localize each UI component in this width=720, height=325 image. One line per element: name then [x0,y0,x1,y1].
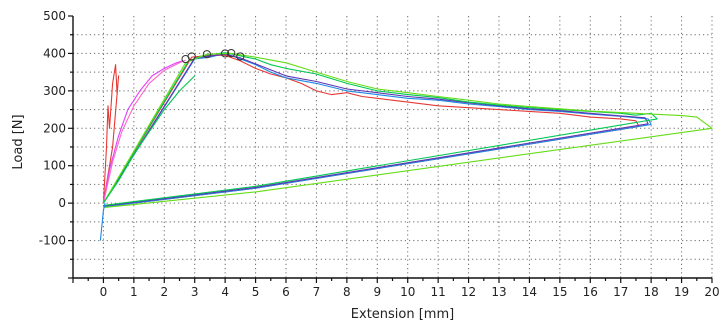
x-tick-label: 8 [343,285,351,299]
x-tick-label: 7 [313,285,321,299]
marker-group [181,48,245,64]
x-tick-label: 17 [613,285,628,299]
series-line-2 [102,60,183,204]
series-line-7 [102,52,658,206]
x-tick-label: 15 [552,285,567,299]
x-tick-label: 9 [373,285,381,299]
series-line-3 [102,59,186,204]
series-line-9 [99,202,106,241]
y-tick-label: 100 [43,159,66,173]
series-line-10 [102,75,196,204]
peak-marker [221,49,230,58]
x-tick-label: 14 [522,285,537,299]
axes [68,15,713,283]
x-tick-label: 11 [431,285,446,299]
grid [73,16,713,278]
series-group [99,52,713,241]
x-tick-label: 20 [704,285,719,299]
y-tick-label: 200 [43,121,66,135]
x-axis-title: Extension [mm] [351,307,454,322]
x-tick-label: 18 [644,285,659,299]
y-tick-label: 500 [43,9,66,23]
peak-marker [187,52,196,61]
y-tick-label: 300 [43,84,66,98]
x-tick-label: 0 [100,285,108,299]
x-tick-label: 3 [191,285,199,299]
x-tick-label: 10 [400,285,415,299]
series-line-6 [102,53,649,207]
y-tick-label: 400 [43,46,66,60]
peak-marker [202,50,211,59]
x-tick-label: 4 [221,285,229,299]
x-tick-label: 16 [583,285,598,299]
y-tick-label: 0 [58,196,66,210]
peak-marker [236,52,245,61]
x-tick-label: 13 [491,285,506,299]
series-line-4 [102,54,640,208]
x-tick-label: 5 [252,285,260,299]
y-axis-title: Load [N] [11,114,26,169]
peak-marker [227,48,236,58]
tick-labels: 0 1 2 3 4 5 6 7 8 9 10 11 12 13 14 15 16 17 18 19 20-1000100… [39,9,720,299]
x-tick-label: 1 [130,285,138,299]
x-tick-label: 2 [160,285,168,299]
x-tick-label: 12 [461,285,476,299]
series-line-1 [102,64,120,204]
x-tick-label: 6 [282,285,290,299]
y-tick-label: -100 [39,234,66,248]
x-tick-label: 19 [674,285,689,299]
series-line-8 [102,52,713,209]
